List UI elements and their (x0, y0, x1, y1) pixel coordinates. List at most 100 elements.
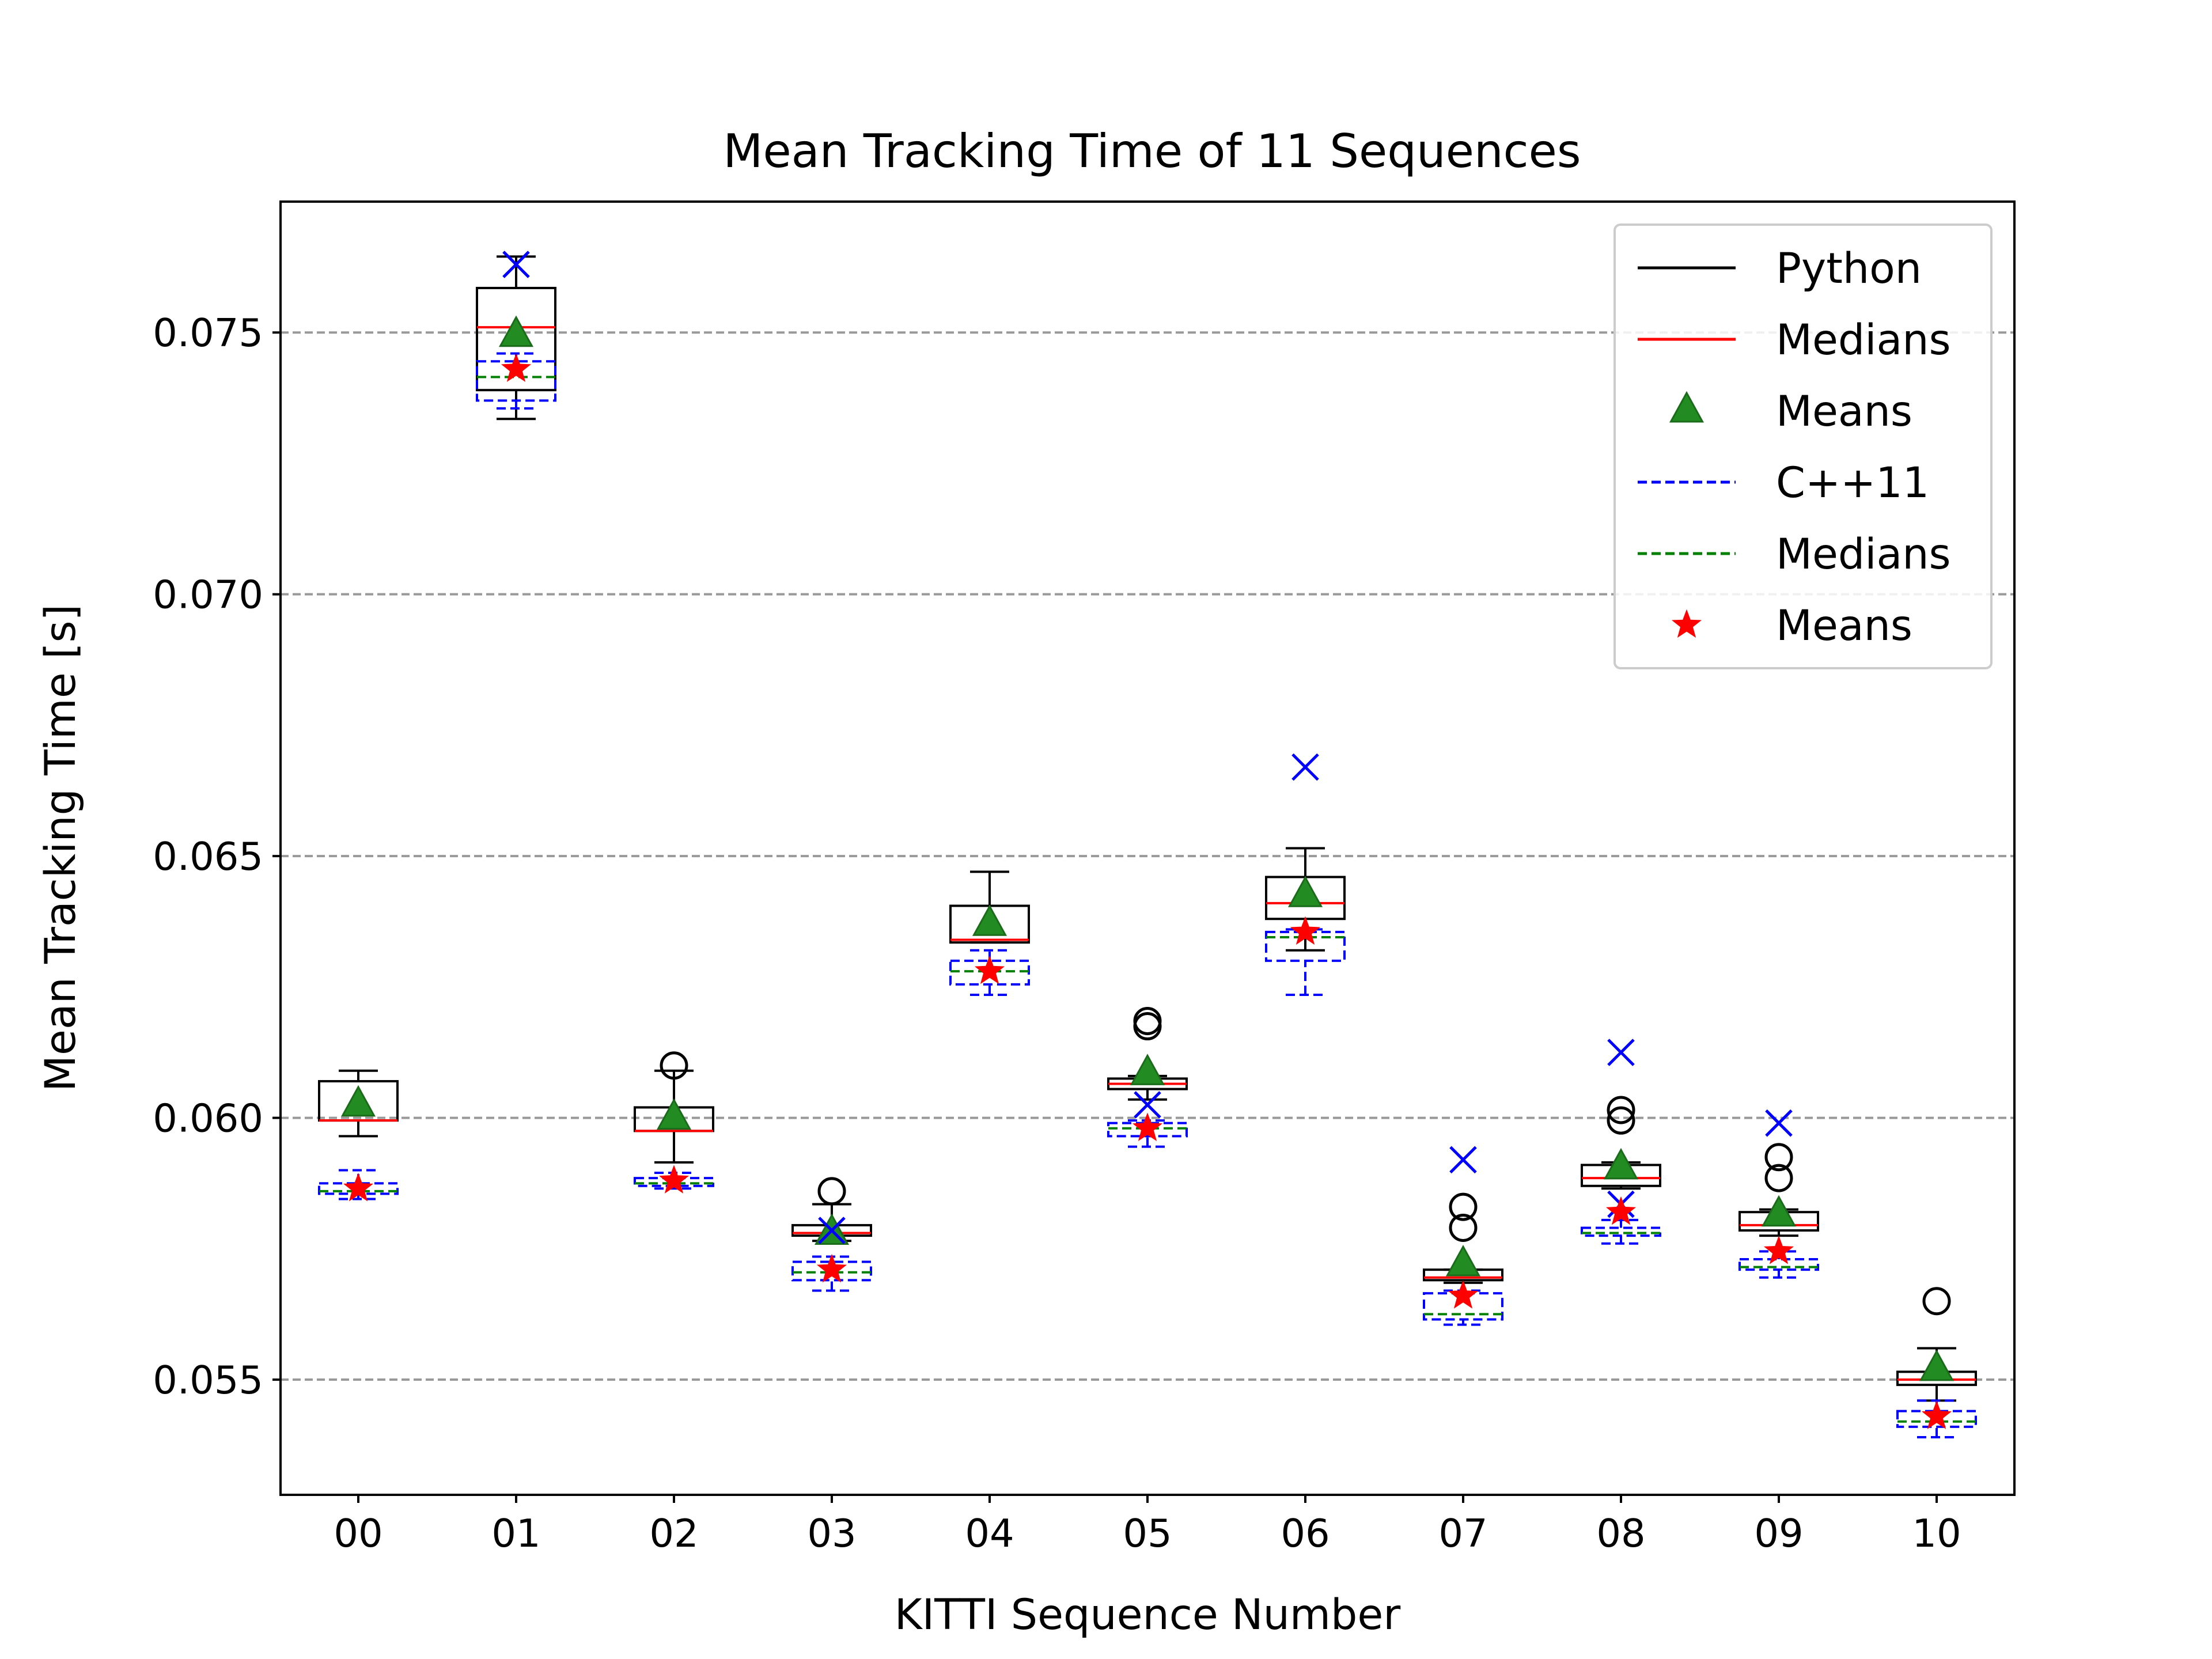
x-tick-label: 02 (649, 1511, 698, 1556)
python-mean-marker (656, 1098, 692, 1130)
cpp-box-group (318, 1169, 399, 1202)
cpp-mean-marker (816, 1253, 847, 1283)
legend-item: Medians (1638, 316, 1951, 365)
python-outlier (1449, 1192, 1478, 1221)
cpp-box (1265, 930, 1346, 962)
cpp-box-group (1423, 1146, 1503, 1326)
cpp-box-group (1581, 1039, 1661, 1245)
x-tick-label: 09 (1754, 1511, 1803, 1556)
cpp-box (1423, 1292, 1503, 1321)
cpp-mean-marker (658, 1165, 690, 1194)
python-mean-marker (1130, 1054, 1165, 1085)
legend-label: Medians (1776, 530, 1951, 579)
y-axis-label: Mean Tracking Time [s] (36, 604, 85, 1092)
cpp-box-group (791, 1217, 872, 1292)
python-box-group (1581, 1096, 1661, 1190)
cpp-mean-marker (1921, 1400, 1952, 1429)
cpp-box (1107, 1122, 1188, 1138)
legend-item: Medians (1638, 530, 1951, 579)
legend-item: Means (1671, 601, 1912, 650)
legend-swatch (1671, 609, 1702, 638)
python-outlier (1607, 1106, 1635, 1135)
cpp-mean-marker (1132, 1112, 1163, 1141)
python-box-group (1738, 1143, 1819, 1237)
cpp-box (1581, 1226, 1661, 1237)
cpp-box-group (1265, 753, 1346, 996)
cpp-outlier (1765, 1109, 1793, 1137)
cpp-box (791, 1260, 872, 1282)
cpp-outlier (1607, 1039, 1635, 1066)
x-axis: 00 01 02 03 04 05 06 07 08 09 10 (334, 1495, 1961, 1556)
legend-item: Means (1669, 387, 1912, 436)
x-tick-label: 03 (807, 1511, 856, 1556)
python-box-group (634, 1051, 714, 1164)
chart-title: Mean Tracking Time of 11 Sequences (723, 124, 1581, 178)
legend: Python Medians Means C++11 Medians Means (1613, 224, 1993, 669)
x-tick-label: 04 (965, 1511, 1014, 1556)
x-tick-label: 06 (1281, 1511, 1330, 1556)
cpp-box (1738, 1257, 1819, 1271)
legend-item: Python (1638, 244, 1922, 293)
cpp-box-group (476, 251, 556, 410)
python-box-group (318, 1069, 399, 1138)
cpp-outlier (1291, 753, 1319, 781)
legend-entries: Python Medians Means C++11 Medians Means (1638, 244, 1951, 650)
x-tick-label: 10 (1912, 1511, 1961, 1556)
x-marker-stroke (1765, 1109, 1793, 1137)
x-tick-label: 01 (491, 1511, 540, 1556)
legend-swatch (1669, 391, 1705, 423)
x-marker-stroke (1449, 1146, 1477, 1174)
x-marker-stroke (818, 1217, 846, 1244)
cpp-mean-marker (1763, 1235, 1794, 1264)
legend-label: Python (1776, 244, 1922, 293)
python-mean-marker (498, 315, 534, 347)
cpp-box-group (1896, 1399, 1977, 1439)
python-outlier (1764, 1143, 1793, 1172)
python-box (476, 286, 556, 392)
y-tick-label: 0.065 (153, 834, 263, 879)
legend-label: Medians (1776, 316, 1951, 365)
cpp-box-group (949, 949, 1030, 996)
python-box-group (1423, 1192, 1503, 1284)
x-tick-label: 05 (1123, 1511, 1172, 1556)
cpp-mean-marker (1605, 1196, 1637, 1225)
python-outlier (1133, 1006, 1162, 1035)
cpp-outlier (1134, 1091, 1161, 1119)
cpp-box-group (1738, 1109, 1819, 1279)
cpp-box (476, 360, 556, 402)
cpp-series (318, 251, 1977, 1439)
python-outlier (660, 1051, 688, 1080)
cpp-box-group (634, 1165, 714, 1194)
python-outlier (817, 1177, 846, 1206)
python-box-group (1896, 1287, 1977, 1402)
x-marker-stroke (1291, 753, 1319, 781)
python-mean-marker (1287, 876, 1323, 907)
legend-label: Means (1776, 601, 1912, 650)
cpp-mean-marker (1290, 916, 1321, 945)
cpp-box-group (1107, 1091, 1188, 1148)
legend-item: C++11 (1638, 459, 1929, 507)
legend-frame (1613, 224, 1993, 669)
y-tick-label: 0.060 (153, 1096, 263, 1141)
cpp-mean-marker (1448, 1280, 1479, 1309)
python-mean-marker (1919, 1349, 1955, 1381)
python-mean-marker (1761, 1195, 1797, 1227)
cpp-outlier (502, 251, 530, 278)
python-mean-marker (1445, 1244, 1481, 1277)
python-box-group (1107, 1006, 1188, 1101)
cpp-mean-marker (501, 353, 532, 382)
cpp-outlier (818, 1217, 846, 1244)
x-tick-label: 08 (1596, 1511, 1645, 1556)
python-outlier (1449, 1213, 1478, 1242)
y-tick-label: 0.055 (153, 1358, 263, 1403)
python-outlier (1607, 1096, 1635, 1124)
y-axis: 0.055 0.060 0.065 0.070 0.075 (153, 310, 281, 1403)
cpp-mean-marker (974, 955, 1005, 984)
x-marker-stroke (1607, 1039, 1635, 1066)
python-mean-marker (340, 1085, 376, 1117)
cpp-mean-marker (343, 1172, 374, 1202)
x-tick-label: 00 (334, 1511, 382, 1556)
x-tick-label: 07 (1438, 1511, 1487, 1556)
python-outlier (1922, 1287, 1951, 1316)
